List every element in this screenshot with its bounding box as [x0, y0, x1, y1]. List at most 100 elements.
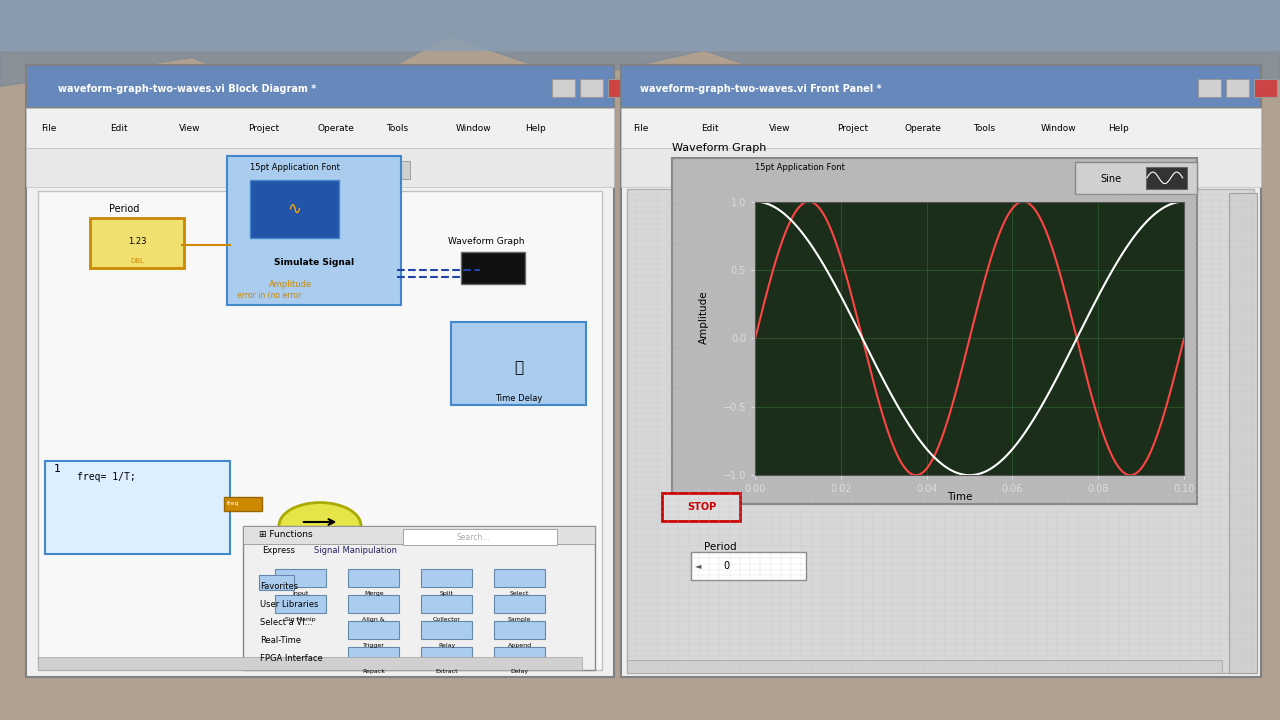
Text: View: View — [769, 124, 791, 132]
Bar — [494, 621, 545, 639]
Bar — [461, 252, 525, 284]
Bar — [26, 65, 614, 108]
Text: freq= 1/T;: freq= 1/T; — [77, 472, 136, 482]
Text: Time Delay: Time Delay — [494, 395, 543, 403]
Text: error in (no error: error in (no error — [237, 291, 301, 300]
Text: Extract: Extract — [435, 669, 458, 674]
Bar — [691, 552, 806, 580]
Bar — [224, 497, 262, 511]
Text: View: View — [179, 124, 201, 132]
Bar — [421, 595, 472, 613]
Text: Merge: Merge — [364, 591, 384, 596]
Bar — [26, 148, 614, 187]
Text: Trigger: Trigger — [362, 643, 385, 648]
Text: waveform-graph-two-waves.vi Block Diagram *: waveform-graph-two-waves.vi Block Diagra… — [58, 84, 316, 94]
Bar — [348, 647, 399, 665]
Text: Amplitude: Amplitude — [269, 280, 312, 289]
Bar — [38, 191, 602, 670]
Bar — [348, 569, 399, 587]
Text: STOP: STOP — [687, 502, 716, 512]
Bar — [243, 526, 595, 670]
Bar — [348, 595, 399, 613]
Text: Split: Split — [440, 591, 453, 596]
Text: Period: Period — [704, 542, 736, 552]
Bar — [1229, 193, 1257, 673]
FancyBboxPatch shape — [227, 156, 401, 305]
Bar — [621, 148, 1261, 187]
Bar — [45, 461, 230, 554]
Bar — [250, 180, 339, 238]
Text: Real-Time: Real-Time — [260, 636, 301, 645]
Text: Waveform Graph: Waveform Graph — [672, 143, 767, 153]
Text: Input: Input — [293, 591, 308, 596]
Text: Search...: Search... — [457, 533, 490, 541]
Text: ◄: ◄ — [695, 562, 701, 570]
Text: Window: Window — [456, 124, 492, 132]
Text: ∿: ∿ — [288, 199, 301, 217]
Bar — [621, 108, 1261, 148]
FancyBboxPatch shape — [451, 322, 586, 405]
Text: Align &: Align & — [362, 617, 385, 622]
Text: File: File — [41, 124, 56, 132]
Text: Delay: Delay — [511, 669, 529, 674]
Bar — [1226, 79, 1249, 97]
Polygon shape — [0, 0, 1280, 50]
Text: Sig Manip: Sig Manip — [285, 617, 316, 622]
Text: Help: Help — [1108, 124, 1129, 132]
Bar — [621, 65, 1261, 108]
Text: Select: Select — [509, 591, 530, 596]
Text: Sample: Sample — [508, 617, 531, 622]
Text: Edit: Edit — [110, 124, 128, 132]
Bar — [494, 569, 545, 587]
Text: Window: Window — [1041, 124, 1076, 132]
Bar — [421, 647, 472, 665]
Bar — [627, 660, 1222, 673]
Text: 1: 1 — [54, 464, 60, 474]
Text: File: File — [634, 124, 649, 132]
Text: 1.23: 1.23 — [128, 237, 146, 246]
Text: waveform-graph-two-waves.vi Front Panel *: waveform-graph-two-waves.vi Front Panel … — [640, 84, 882, 94]
Circle shape — [279, 503, 361, 549]
Text: ⏱: ⏱ — [513, 360, 524, 374]
Bar — [38, 657, 582, 670]
Text: Edit: Edit — [701, 124, 719, 132]
Text: ⊞ Functions: ⊞ Functions — [259, 530, 312, 539]
Bar — [259, 575, 294, 590]
Text: Time: Time — [947, 492, 973, 502]
Bar — [275, 595, 326, 613]
Text: Waveform Graph: Waveform Graph — [448, 237, 525, 246]
Bar — [627, 189, 1254, 673]
Text: 15pt Application Font: 15pt Application Font — [755, 163, 845, 172]
FancyBboxPatch shape — [662, 493, 740, 521]
Text: Sine: Sine — [1101, 174, 1123, 184]
Text: Favorites: Favorites — [260, 582, 298, 591]
Bar — [1198, 79, 1221, 97]
Text: Express: Express — [262, 546, 296, 555]
Text: 15pt Application Font: 15pt Application Font — [250, 163, 339, 172]
Text: Tools: Tools — [973, 124, 995, 132]
Text: Operate: Operate — [317, 124, 355, 132]
Bar — [275, 569, 326, 587]
Text: Collector: Collector — [433, 617, 461, 622]
Bar — [421, 621, 472, 639]
Bar — [403, 529, 557, 545]
Text: Append: Append — [508, 643, 531, 648]
Text: Simulate Signal: Simulate Signal — [274, 258, 353, 267]
Text: DBL: DBL — [131, 258, 143, 264]
Text: Tools: Tools — [387, 124, 408, 132]
FancyBboxPatch shape — [90, 218, 184, 268]
Text: Help: Help — [525, 124, 545, 132]
Bar — [26, 108, 614, 677]
Text: Project: Project — [248, 124, 279, 132]
Text: Relay: Relay — [438, 643, 456, 648]
Bar — [580, 79, 603, 97]
Bar — [608, 79, 631, 97]
Bar — [494, 595, 545, 613]
Bar — [26, 108, 614, 148]
Polygon shape — [0, 0, 1280, 108]
Text: FPGA Interface: FPGA Interface — [260, 654, 323, 663]
Text: Project: Project — [837, 124, 868, 132]
Bar — [621, 65, 1261, 677]
Bar — [552, 79, 575, 97]
Bar — [672, 158, 1197, 504]
